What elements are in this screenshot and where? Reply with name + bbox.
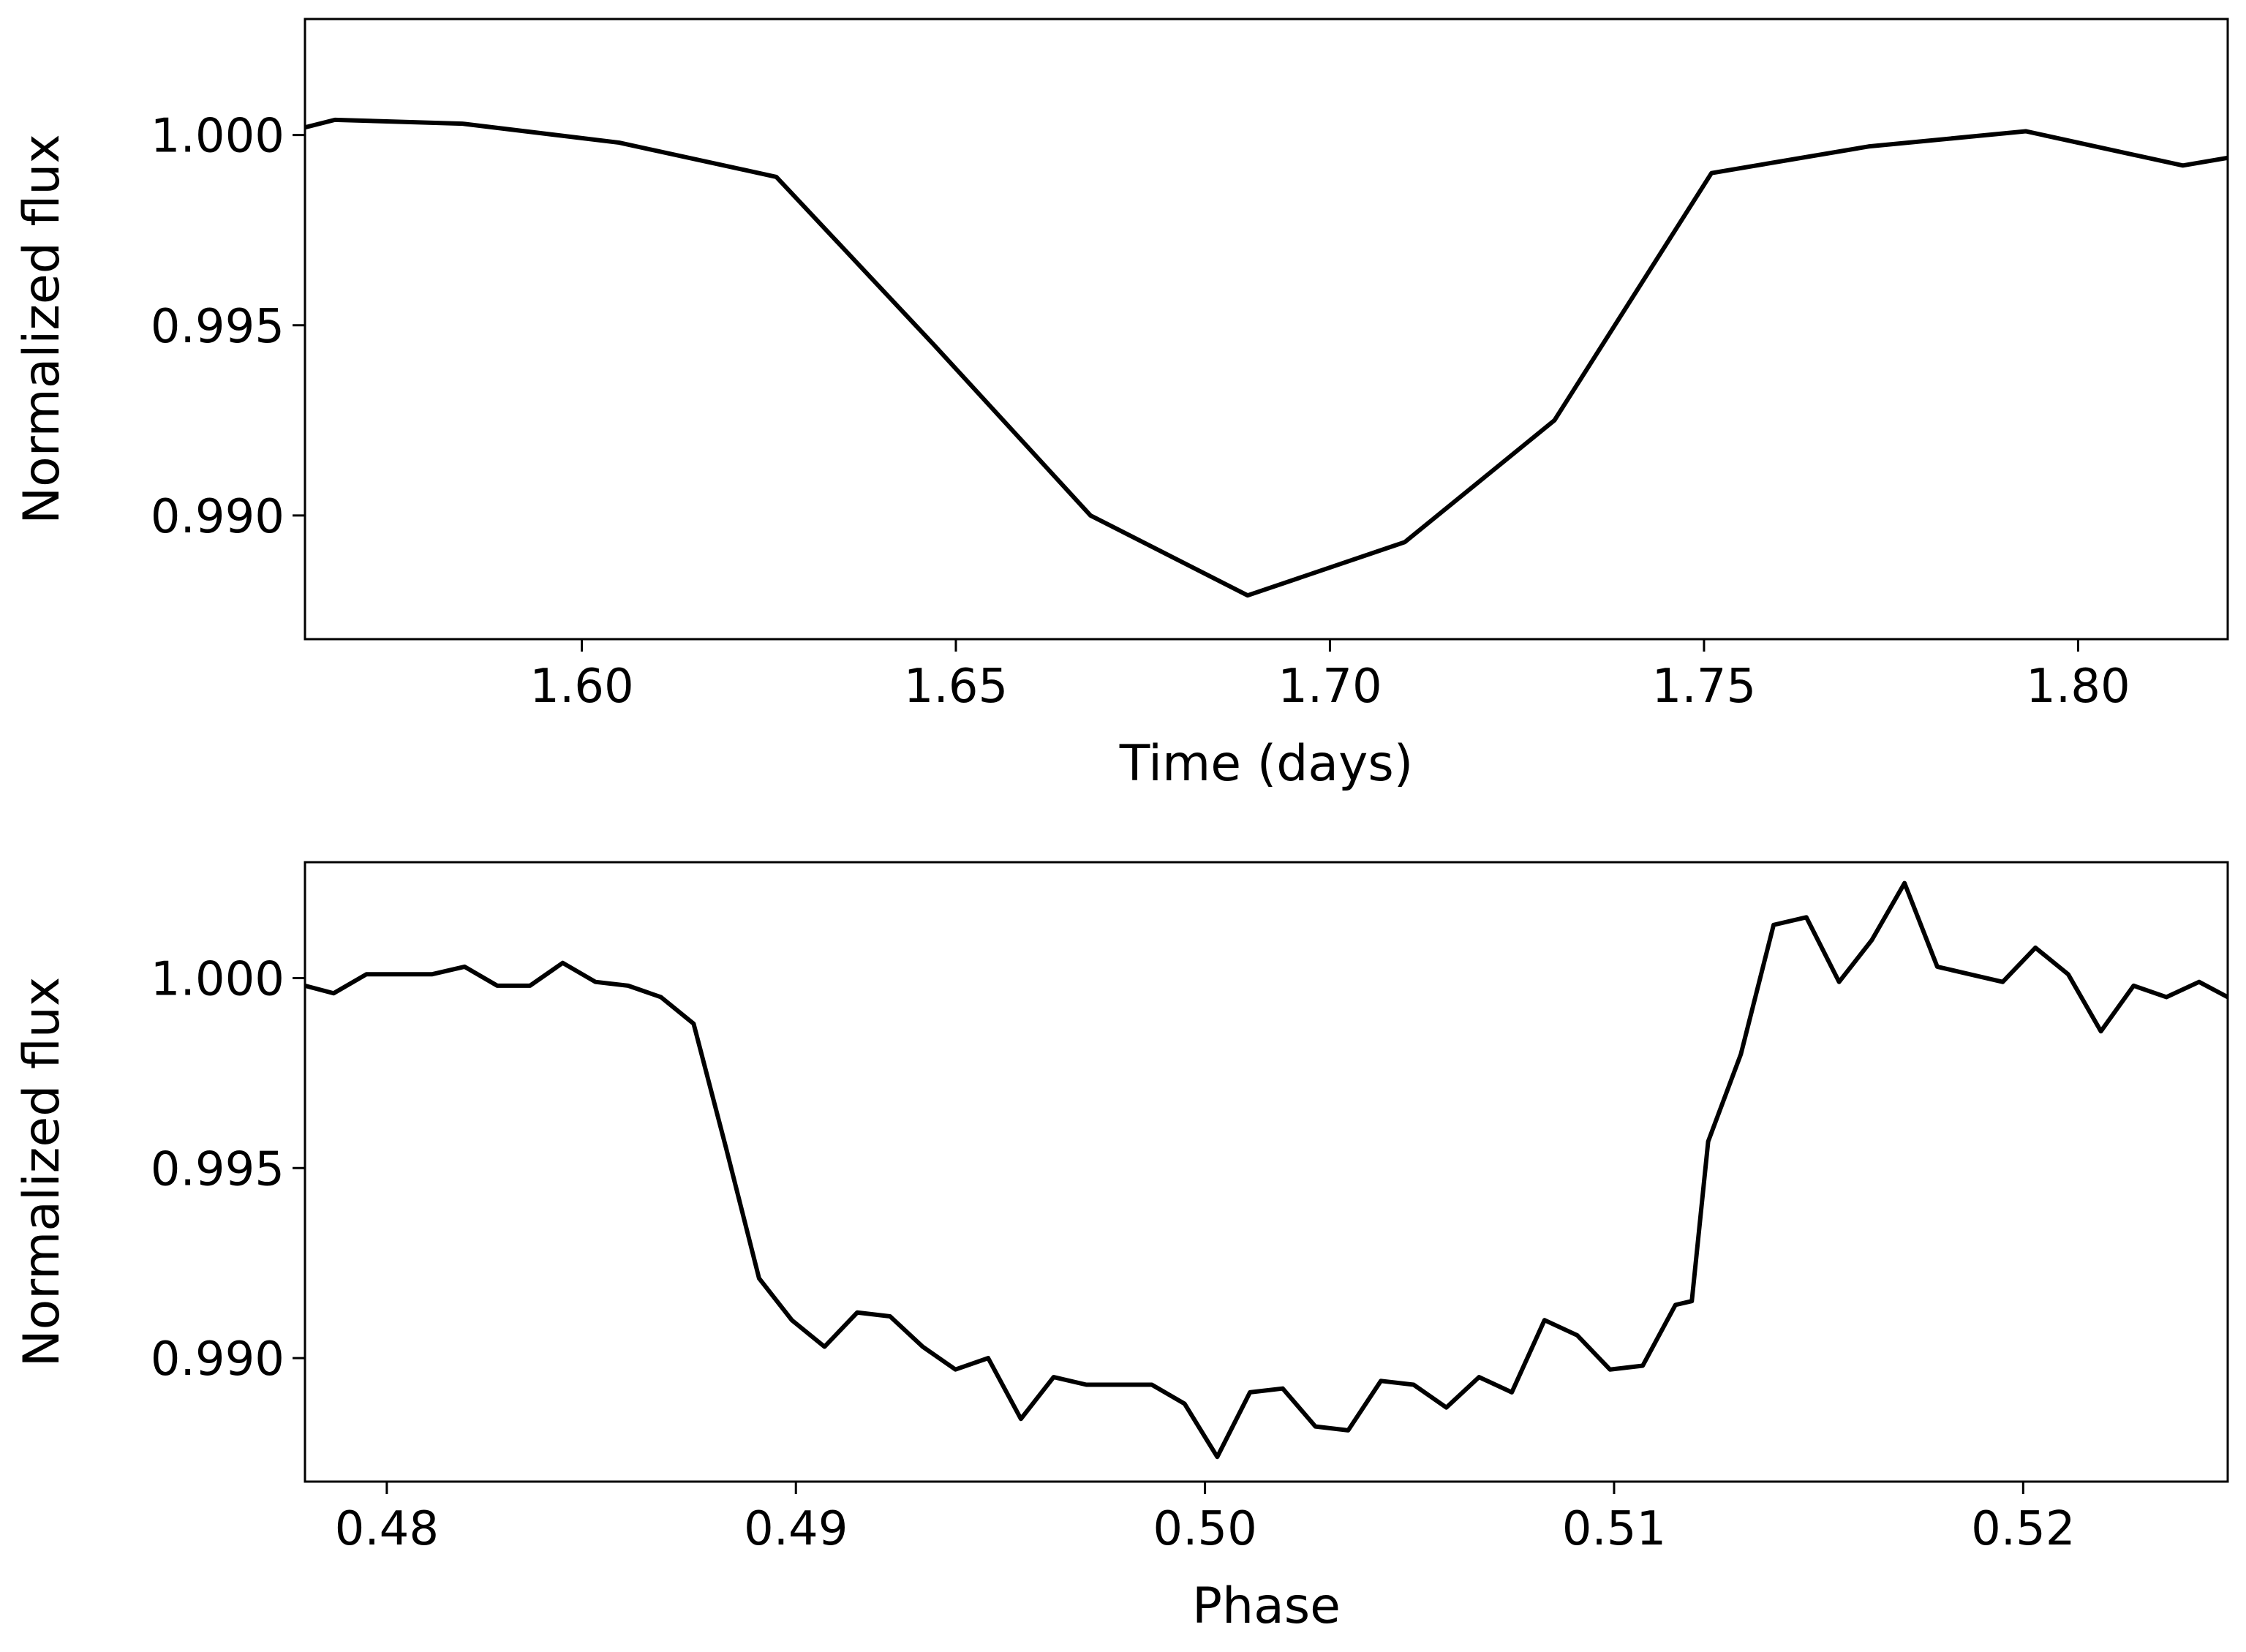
top-x-tick-label-2: 1.70	[1278, 660, 1382, 714]
bottom-panel: 0.48 0.49 0.50 0.51 0.52 0.990 0.995 1.000 Phase…	[13, 861, 2229, 1635]
bottom-y-tick-label-1: 0.995	[151, 1142, 284, 1196]
bottom-series-line-0	[305, 880, 2228, 1460]
top-x-axis-label: Time (days)	[1119, 735, 1414, 793]
top-y-tick-label-0: 0.990	[151, 490, 284, 544]
bottom-y-tick-label-2: 1.000	[151, 952, 284, 1006]
top-y-tick-label-1: 0.995	[151, 300, 284, 354]
top-y-axis-label: Normalized flux	[13, 134, 71, 524]
bottom-axes-frame	[304, 861, 2229, 1483]
top-series-line-0	[305, 117, 2228, 598]
top-x-tick-label-3: 1.75	[1652, 660, 1757, 714]
bottom-x-axis-label: Phase	[1192, 1577, 1341, 1635]
bottom-y-tick-label-0: 0.990	[151, 1332, 284, 1387]
bottom-y-axis-label: Normalized flux	[13, 977, 71, 1367]
top-axes-frame	[304, 18, 2229, 641]
bottom-x-tick-label-3: 0.51	[1562, 1502, 1667, 1556]
top-x-tick-label-1: 1.65	[904, 660, 1009, 714]
bottom-x-tick-label-4: 0.52	[1971, 1502, 2076, 1556]
top-y-tick-label-2: 1.000	[151, 110, 284, 164]
bottom-x-tick-label-1: 0.49	[744, 1502, 848, 1556]
top-x-tick-label-4: 1.80	[2026, 660, 2130, 714]
top-panel: 1.60 1.65 1.70 1.75 1.80 0.990 0.995 1.000 Time …	[13, 18, 2229, 793]
bottom-x-tick-label-0: 0.48	[335, 1502, 440, 1556]
bottom-x-tick-label-2: 0.50	[1153, 1502, 1257, 1556]
top-x-tick-label-0: 1.60	[530, 660, 634, 714]
